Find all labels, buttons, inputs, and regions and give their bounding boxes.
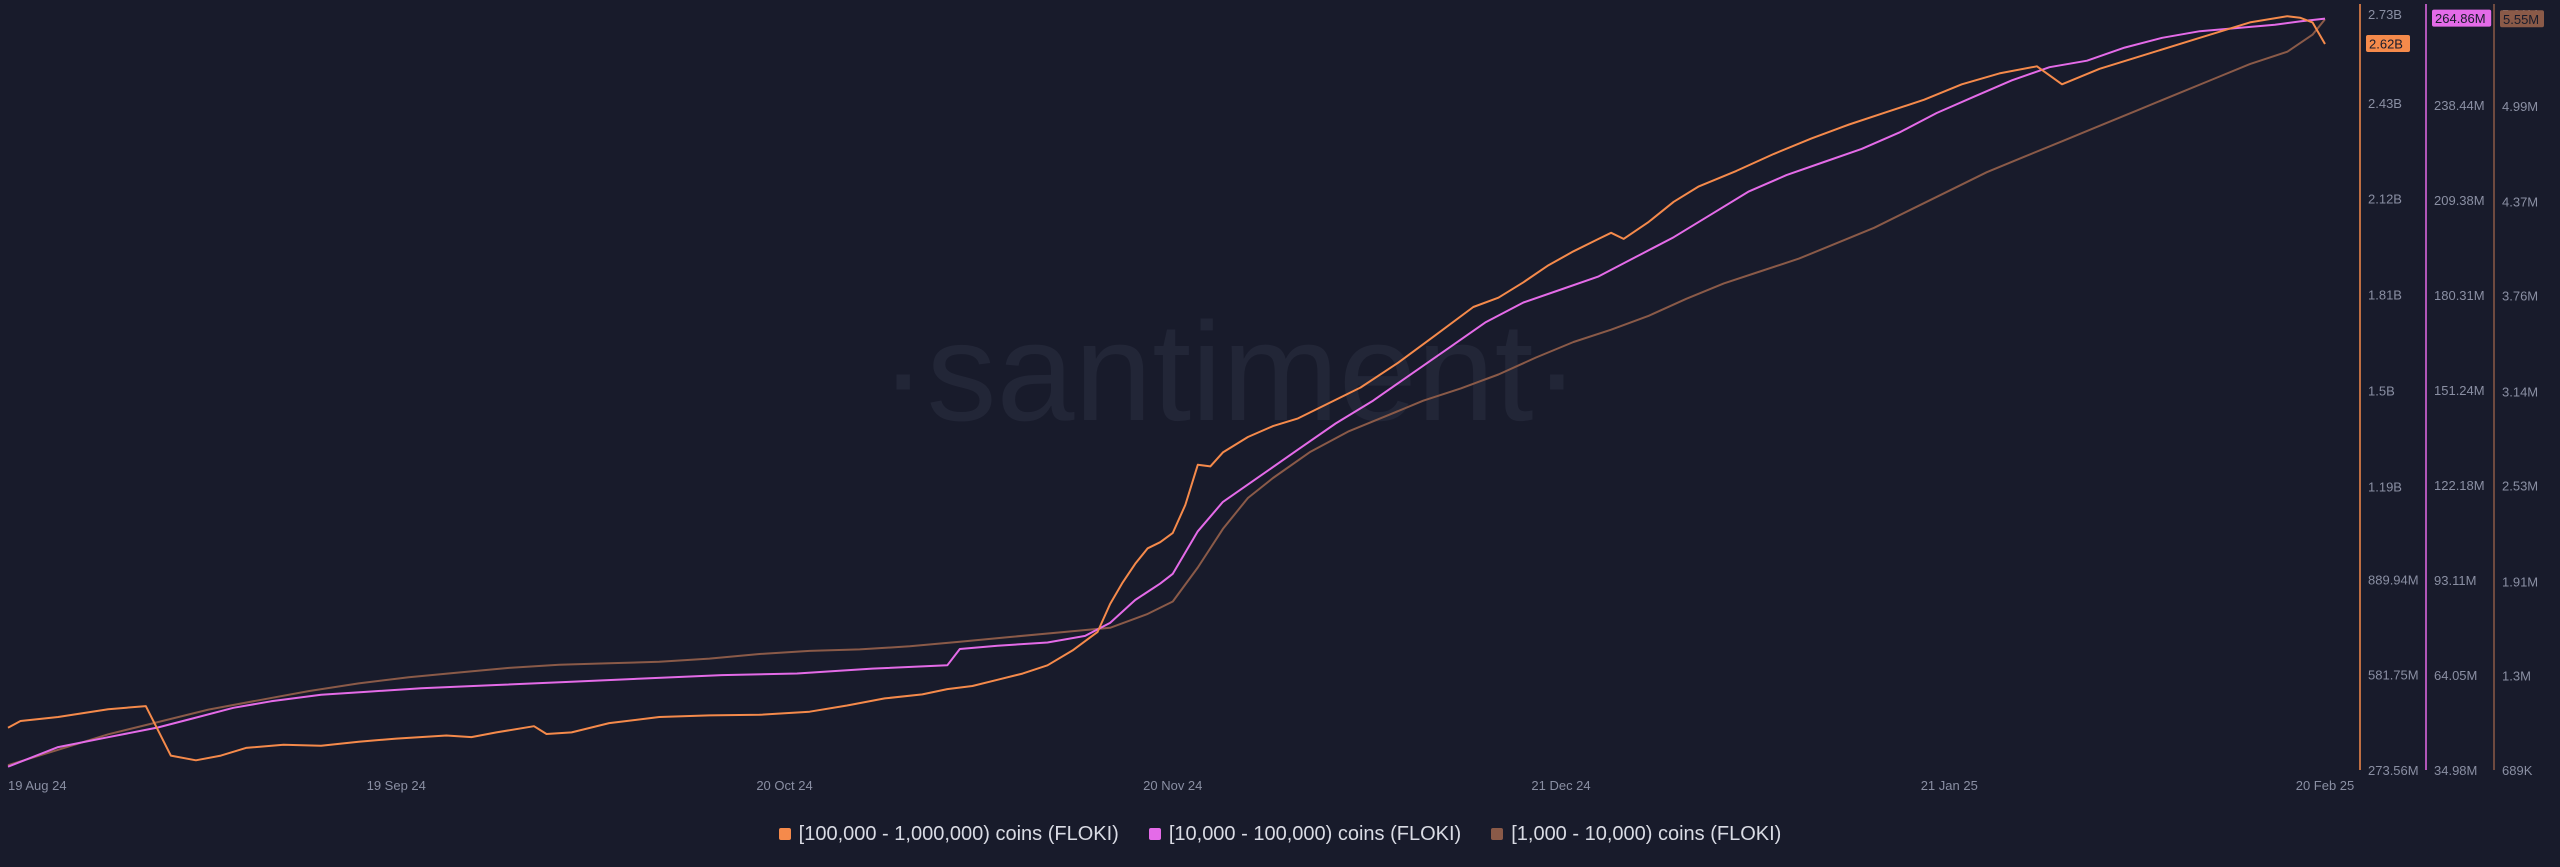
y-tick-label: 3.14M <box>2502 384 2538 399</box>
y-tick-label: 1.3M <box>2502 669 2531 684</box>
legend-item[interactable]: [10,000 - 100,000) coins (FLOKI) <box>1148 822 1462 846</box>
legend-swatch <box>778 828 791 840</box>
series-line-1 <box>7 15 2326 762</box>
legend-label: [10,000 - 100,000) coins (FLOKI) <box>1168 822 1462 845</box>
y-tick-label: 238.44M <box>2434 98 2485 113</box>
y-tick-label: 34.98M <box>2434 763 2477 778</box>
y-tick-label: 4.99M <box>2502 99 2538 114</box>
value-badge-2 <box>2432 9 2492 27</box>
x-tick-label: 21 Jan 25 <box>1921 778 1978 793</box>
y-tick-label: 273.56M <box>2368 763 2419 778</box>
legend-item[interactable]: [1,000 - 10,000) coins (FLOKI) <box>1491 823 1781 846</box>
santiment-watermark: ·santiment· <box>880 293 1580 450</box>
y-tick-label: 64.05M <box>2434 668 2477 683</box>
x-tick-label: 20 Nov 24 <box>1143 778 1202 793</box>
y-tick-label: 151.24M <box>2434 383 2485 398</box>
series-lines <box>7 15 2326 768</box>
y-tick-label: 1.81B <box>2368 288 2402 303</box>
legend-swatch <box>1491 828 1504 840</box>
series-line-2 <box>7 17 2326 768</box>
x-tick-label: 20 Oct 24 <box>756 778 812 793</box>
chart-legend: [100,000 - 1,000,000) coins (FLOKI) [10,0… <box>0 818 2560 850</box>
y-tick-label: 209.38M <box>2434 193 2485 208</box>
y-tick-label: 689K <box>2502 763 2533 778</box>
value-badge-label: 5.55M <box>2503 12 2539 27</box>
y-axes: 2.73B 2.43B 2.12B 1.81B 1.5B 1.19B 889.94M 581.… <box>2359 4 2544 778</box>
x-tick-label: 21 Dec 24 <box>1531 778 1590 793</box>
value-badge-label: 2.62B <box>2369 37 2403 52</box>
y-tick-label: 1.5B <box>2368 384 2395 399</box>
y-tick-label: 2.73B <box>2368 7 2402 22</box>
x-axis: 19 Aug 24 19 Sep 24 20 Oct 24 20 Nov 24 21 D… <box>8 778 2354 793</box>
y-tick-label: 889.94M <box>2368 572 2419 587</box>
y-tick-label: 3.76M <box>2502 289 2538 304</box>
x-tick-label: 19 Aug 24 <box>8 778 67 793</box>
y-tick-label: 1.91M <box>2502 574 2538 589</box>
y-tick-label: 2.12B <box>2368 192 2402 207</box>
legend-swatch <box>1148 828 1161 840</box>
legend-label: [100,000 - 1,000,000) coins (FLOKI) <box>798 822 1119 845</box>
value-badge-1 <box>2366 35 2410 53</box>
legend-label: [1,000 - 10,000) coins (FLOKI) <box>1511 822 1782 845</box>
y-tick-label: 122.18M <box>2434 478 2485 493</box>
series-line-3 <box>7 18 2326 767</box>
y-tick-label: 2.53M <box>2502 479 2538 494</box>
x-tick-label: 20 Feb 25 <box>2296 778 2355 793</box>
y-tick-label: 93.11M <box>2434 573 2476 588</box>
y-tick-label: 180.31M <box>2434 288 2485 303</box>
y-tick-label: 2.43B <box>2368 96 2402 111</box>
x-tick-label: 19 Sep 24 <box>367 778 426 793</box>
y-tick-label: 1.19B <box>2368 479 2402 494</box>
value-badge-3 <box>2500 10 2544 28</box>
value-badge-label: 264.86M <box>2435 11 2486 26</box>
legend-item[interactable]: [100,000 - 1,000,000) coins (FLOKI) <box>778 822 1119 846</box>
y-tick-label: 581.75M <box>2368 668 2419 683</box>
y-tick-label: 4.37M <box>2502 195 2538 210</box>
